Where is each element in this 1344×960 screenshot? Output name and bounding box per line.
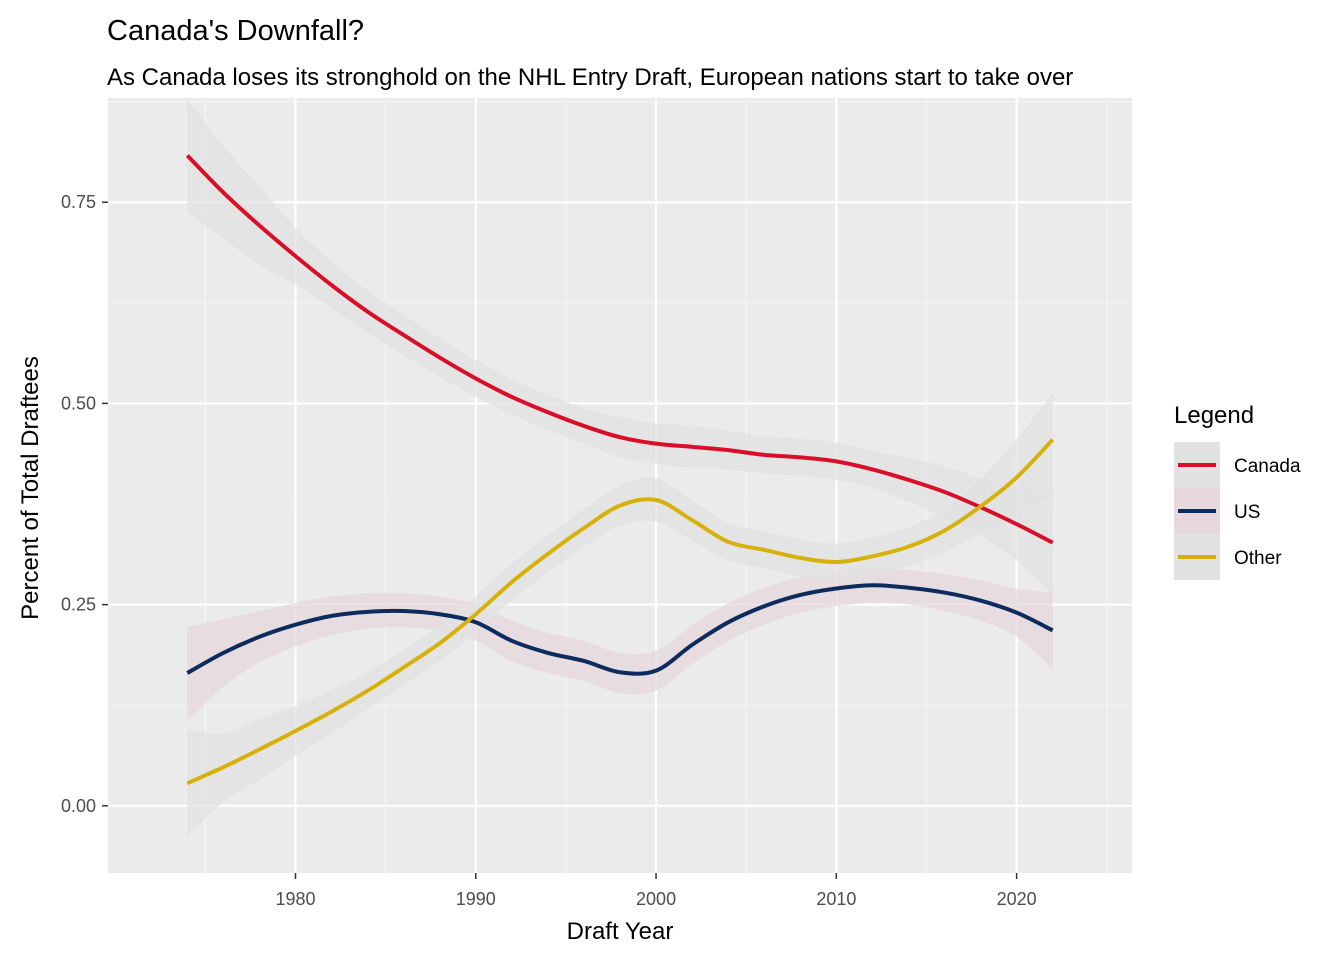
legend-keys: Canada US Other [1174,442,1301,580]
x-axis-ticks: 1980 1990 2000 2010 2020 [275,873,1037,909]
legend-label-other: Other [1234,548,1282,569]
x-tick-label: 1990 [456,889,496,909]
legend-title: Legend [1174,402,1254,429]
x-tick-label: 2020 [997,889,1037,909]
x-tick-label: 2010 [816,889,856,909]
confidence-bands [187,99,1053,837]
grid-minor [108,98,1132,873]
x-tick-label: 1980 [275,889,315,909]
line-us [186,583,1054,676]
x-axis-title: Draft Year [567,918,674,945]
series-lines [185,154,1055,786]
y-axis-title: Percent of Total Draftees [17,356,44,620]
y-tick-label: 0.75 [61,192,96,212]
y-tick-label: 0.25 [61,595,96,615]
chart-subtitle: As Canada loses its stronghold on the NH… [107,64,1073,91]
band-us [187,567,1053,722]
chart-title: Canada's Downfall? [107,15,364,47]
y-tick-label: 0.00 [61,796,96,816]
x-tick-label: 2000 [636,889,676,909]
legend-label-us: US [1234,502,1260,523]
line-canada [185,154,1054,545]
band-canada [187,99,1053,595]
legend: Legend Canada US Other [1174,402,1301,580]
line-other [186,438,1055,786]
y-axis-ticks: 0.00 0.25 0.50 0.75 [61,192,108,816]
legend-label-canada: Canada [1234,456,1301,477]
y-tick-label: 0.50 [61,393,96,413]
